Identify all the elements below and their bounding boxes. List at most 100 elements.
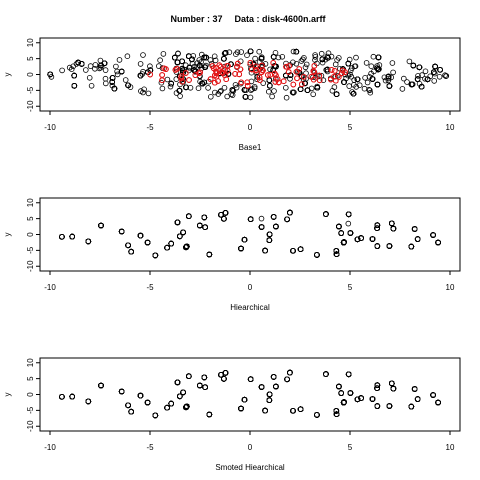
data-point (211, 53, 218, 60)
data-point (137, 61, 144, 67)
data-point (88, 83, 95, 89)
main-title: Number : 37 Data : disk-4600n.arff (170, 14, 326, 24)
data-point (175, 50, 181, 57)
data-point (415, 73, 421, 79)
data-point (167, 83, 174, 90)
data-point (320, 77, 327, 83)
data-point (207, 57, 214, 63)
data-point (346, 83, 353, 89)
data-point (86, 75, 93, 81)
data-point (442, 72, 448, 78)
data-point (400, 75, 407, 82)
y-axis-label: y (3, 233, 12, 237)
data-point (290, 90, 297, 96)
data-point (364, 79, 371, 86)
data-point (196, 57, 203, 63)
y-tick-label: -10 (26, 260, 35, 272)
x-tick-label: 10 (446, 283, 455, 292)
x-tick-label: 5 (348, 283, 353, 292)
data-point (312, 52, 318, 58)
x-tick-label: 10 (446, 123, 455, 132)
data-point (319, 59, 326, 66)
data-point (389, 60, 396, 66)
data-point (332, 61, 339, 68)
data-point (138, 88, 144, 94)
data-point (436, 74, 443, 80)
x-tick-label: 5 (348, 123, 353, 132)
data-point (156, 63, 162, 69)
y-tick-label: 10 (26, 38, 35, 47)
data-point (345, 72, 352, 79)
data-point (189, 60, 196, 67)
data-point (103, 80, 109, 87)
data-point (140, 52, 146, 58)
data-point (205, 85, 211, 91)
data-point (96, 65, 103, 72)
x-tick-label: -5 (146, 283, 154, 292)
data-point (212, 89, 218, 96)
x-axis-label: Base1 (239, 143, 262, 152)
data-point (247, 61, 254, 68)
data-point (265, 88, 272, 95)
data-point (238, 49, 245, 55)
data-point (124, 53, 131, 59)
data-point (271, 88, 277, 94)
data-point (290, 59, 296, 66)
data-point (301, 54, 307, 61)
data-point (351, 77, 358, 83)
data-point (404, 79, 410, 85)
data-point (116, 57, 123, 63)
y-tick-label: -5 (26, 246, 35, 254)
data-point (159, 85, 166, 92)
data-point (356, 82, 363, 88)
data-point (248, 87, 254, 93)
data-point (208, 94, 214, 100)
data-point (352, 63, 359, 69)
data-point (335, 55, 342, 61)
x-tick-label: -5 (146, 123, 154, 132)
data-point (361, 85, 368, 92)
data-point (147, 63, 153, 69)
data-point (367, 89, 374, 96)
data-point (234, 49, 241, 55)
data-point (422, 68, 429, 75)
data-point (334, 73, 341, 79)
data-point (256, 48, 263, 55)
data-point (262, 61, 269, 67)
data-point (366, 87, 373, 94)
title-data: Data : disk-4600n.arff (234, 14, 326, 24)
data-point (287, 76, 293, 82)
data-point (443, 73, 449, 79)
data-point (68, 66, 75, 72)
x-axis-label: Hiearchical (230, 303, 270, 312)
data-point (283, 94, 290, 101)
data-point (349, 89, 355, 95)
data-point (406, 58, 413, 65)
data-point (233, 84, 240, 91)
y-tick-label: 5 (26, 216, 35, 221)
x-tick-label: -10 (44, 283, 56, 292)
data-point (299, 56, 306, 63)
data-point (221, 50, 228, 57)
data-point (399, 86, 406, 92)
y-tick-label: -10 (26, 100, 35, 112)
data-point (318, 50, 325, 57)
data-point (248, 78, 255, 85)
data-point (431, 70, 438, 77)
y-tick-label: -5 (26, 86, 35, 94)
data-point (293, 60, 300, 67)
data-point (269, 93, 275, 100)
data-point (385, 75, 392, 82)
data-point (114, 71, 121, 78)
data-point (164, 76, 171, 83)
x-tick-label: 0 (248, 283, 253, 292)
data-point (267, 66, 273, 73)
data-point (160, 51, 167, 57)
data-point (217, 88, 224, 95)
data-point (289, 89, 296, 96)
data-point (141, 86, 147, 93)
data-point (272, 76, 279, 82)
data-point (195, 85, 202, 91)
data-point (102, 67, 109, 73)
